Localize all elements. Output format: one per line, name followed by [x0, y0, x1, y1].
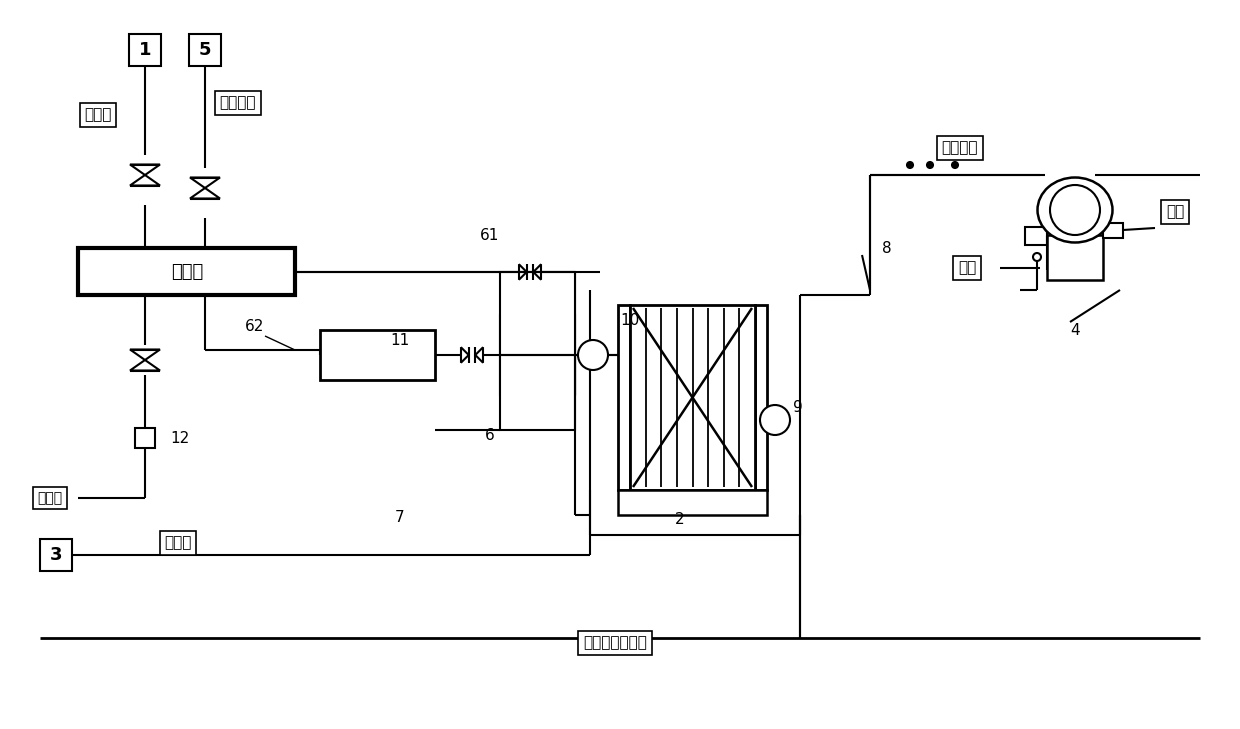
Bar: [40, 539, 72, 571]
Circle shape: [578, 340, 608, 370]
Text: 10: 10: [620, 313, 640, 327]
Text: 8: 8: [882, 241, 892, 255]
Text: 61: 61: [480, 227, 500, 243]
Bar: [500, 315, 575, 395]
Bar: [135, 428, 155, 448]
Text: 蒸汽冷凝水排放: 蒸汽冷凝水排放: [583, 636, 647, 650]
Bar: [129, 34, 161, 66]
Text: 毛油: 毛油: [1166, 205, 1184, 219]
Text: 蒸汽进: 蒸汽进: [165, 536, 192, 550]
Bar: [755, 305, 768, 490]
Circle shape: [760, 405, 790, 435]
Bar: [320, 330, 435, 380]
Bar: [1047, 235, 1104, 280]
Text: 4: 4: [1070, 322, 1080, 338]
Circle shape: [928, 162, 932, 168]
Bar: [78, 248, 295, 295]
Text: 1: 1: [139, 41, 151, 59]
Text: 62: 62: [246, 319, 264, 333]
Text: 分配站: 分配站: [171, 263, 203, 281]
Text: 2: 2: [676, 512, 684, 528]
Text: 5: 5: [198, 41, 211, 59]
Text: 3: 3: [50, 546, 62, 564]
Bar: [618, 490, 768, 515]
Text: 11: 11: [391, 332, 409, 348]
Text: 6: 6: [485, 427, 495, 443]
Circle shape: [1050, 185, 1100, 235]
Bar: [500, 272, 575, 430]
Text: 12: 12: [170, 431, 190, 445]
Bar: [630, 305, 755, 490]
Text: 7: 7: [396, 510, 404, 526]
Text: 至排污: 至排污: [37, 491, 62, 505]
Circle shape: [952, 162, 959, 168]
Bar: [1104, 223, 1123, 238]
Text: 渣相: 渣相: [957, 260, 976, 276]
Bar: [618, 305, 630, 490]
Bar: [1025, 227, 1047, 245]
Circle shape: [1033, 253, 1042, 261]
Text: 水相排污: 水相排污: [941, 141, 978, 155]
Ellipse shape: [1038, 177, 1112, 243]
Text: 自来水进: 自来水进: [219, 95, 257, 111]
Circle shape: [906, 162, 913, 168]
Text: 裂解液: 裂解液: [84, 107, 112, 122]
Text: 9: 9: [794, 399, 802, 415]
Bar: [188, 34, 221, 66]
